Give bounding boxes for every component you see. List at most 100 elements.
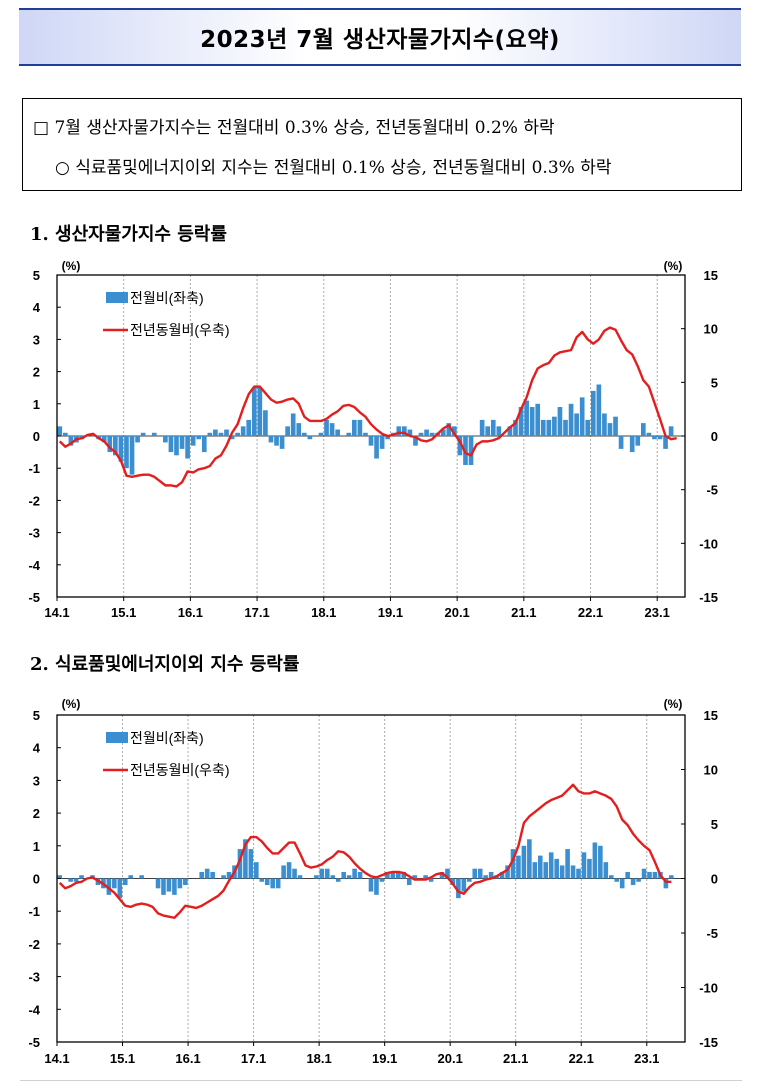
right-tick-label: 0 [711,429,718,444]
bar-mom [513,419,518,436]
bar-mom [640,423,646,436]
bar-mom [210,871,215,879]
bar-mom [636,878,641,882]
bar-mom [151,432,157,436]
bar-mom [439,871,445,879]
bar-mom [396,426,402,436]
bar-mom [190,436,196,446]
bar-mom [652,871,658,879]
bar-mom [341,871,346,879]
bar-mom [254,862,259,879]
bar-mom [281,865,286,879]
right-tick-label: 10 [704,322,718,337]
left-tick-label: -1 [28,904,40,919]
x-tick-label: 14.1 [44,605,69,620]
right-tick-label: 5 [711,375,718,390]
bar-mom [407,429,413,436]
bar-mom [477,868,483,879]
left-tick-label: -1 [28,461,40,476]
bar-mom [563,419,568,436]
bar-mom [657,436,663,440]
right-tick-label: 5 [711,817,718,832]
bar-mom [292,868,297,879]
bar-mom [619,878,625,889]
bar-mom [592,842,598,879]
bar-mom [286,862,292,879]
bar-mom [257,387,263,436]
bar-mom [204,868,210,879]
bar-mom [112,878,117,889]
bar-mom [106,878,112,895]
bar-mom [510,849,516,879]
bar-mom [259,878,265,882]
bar-mom [68,436,74,446]
footer-divider [20,1080,742,1081]
summary-line-core: ○ 식료품및에너지이외 지수는 전월대비 0.1% 상승, 전년동월대비 0.3… [55,158,612,178]
bar-mom [429,432,435,436]
bar-mom [335,878,341,882]
bar-mom [496,426,502,436]
bar-mom [335,429,340,436]
right-axis-unit: (%) [664,259,683,273]
bar-mom [581,852,587,879]
bar-mom [163,436,168,443]
x-tick-label: 15.1 [111,605,136,620]
bar-mom [290,413,296,436]
bar-mom [630,878,636,886]
bar-mom [285,426,290,436]
right-tick-label: -15 [699,590,718,605]
bar-mom [166,878,172,892]
left-tick-label: 1 [33,397,40,412]
bar-mom [412,875,417,879]
left-tick-label: 1 [33,839,40,854]
legend-bar-label: 전월비(좌축) [130,730,204,746]
bar-mom [440,429,446,436]
left-tick-label: 5 [33,268,40,283]
bar-mom [467,878,472,882]
bar-mom [139,875,144,879]
bar-mom [199,871,205,879]
bar-mom [535,403,541,436]
bar-mom [647,871,652,879]
left-tick-label: -4 [28,1002,40,1017]
bar-mom [117,878,123,899]
bar-mom [174,436,179,456]
bar-mom [485,426,491,436]
bar-mom [248,849,254,879]
bar-mom [201,436,207,453]
bar-mom [557,407,563,436]
bar-mom [124,436,129,469]
legend-line-label: 전년동월비(우축) [130,322,229,338]
bar-mom [629,436,635,453]
section-title-core: 2. 식료품및에너지이외 지수 등락률 [30,654,300,675]
x-tick-label: 17.1 [244,605,269,620]
right-tick-label: -5 [706,926,718,941]
bar-mom [543,862,549,879]
page-title-bar: 2023년 7월 생산자물가지수(요약) [19,8,741,66]
bar-mom [450,878,456,886]
bar-mom [268,436,274,443]
bar-mom [499,871,505,879]
bar-mom [490,419,496,436]
bar-mom [351,419,357,436]
bar-mom [161,878,166,895]
x-tick-label: 21.1 [503,1051,528,1066]
bar-mom [368,436,374,446]
bar-mom [357,419,363,436]
x-tick-label: 16.1 [175,1051,200,1066]
bar-mom [319,868,325,879]
bar-mom [155,878,161,889]
bar-mom [226,871,232,879]
bar-mom [456,878,461,899]
left-tick-label: -4 [28,558,40,573]
right-tick-label: 15 [704,708,718,723]
bar-mom [579,397,585,436]
bar-mom [423,875,428,879]
x-tick-label: 22.1 [578,605,603,620]
bar-mom [374,436,379,459]
bar-mom [363,432,368,436]
bar-mom [568,403,574,436]
bar-mom [218,432,224,436]
bar-mom [507,426,513,436]
